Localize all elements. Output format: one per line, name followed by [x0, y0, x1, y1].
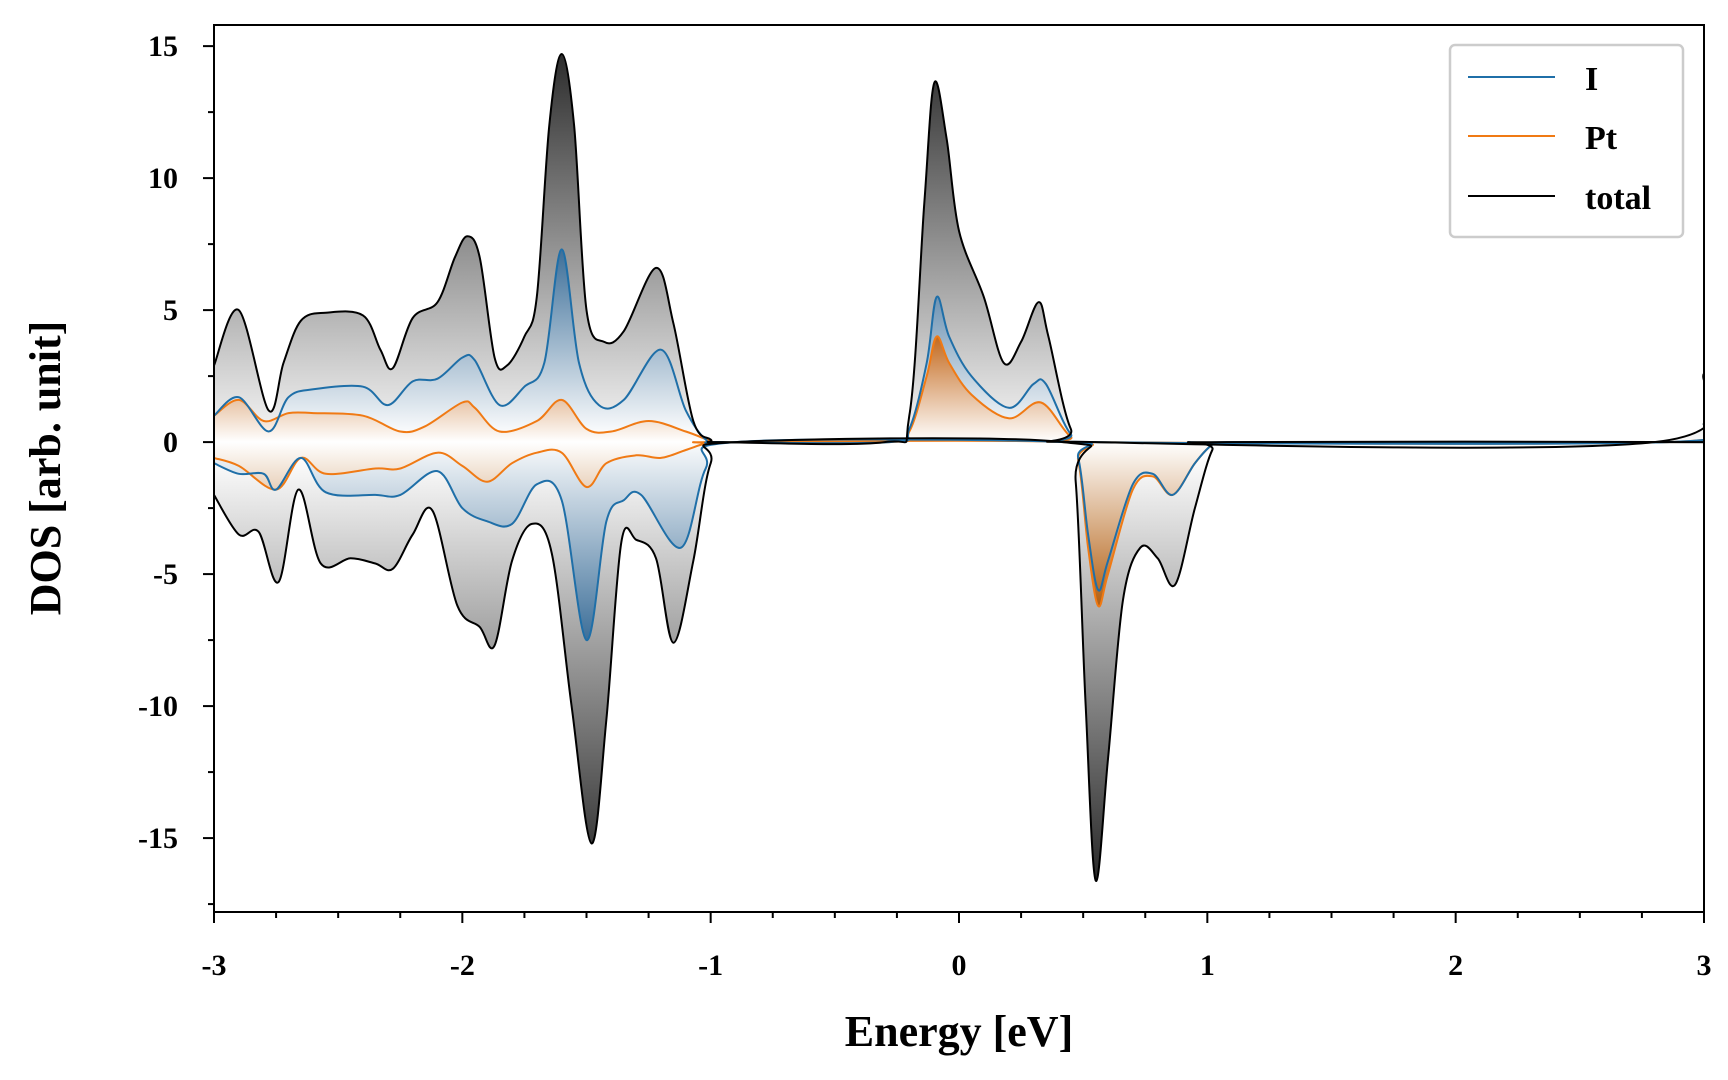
legend-label-pt: Pt	[1585, 120, 1618, 157]
line-i-up	[214, 248, 1704, 445]
x-tick-label: -2	[450, 949, 475, 982]
fill-i-down	[214, 439, 1704, 641]
fill-i-up	[214, 249, 1704, 444]
x-tick-label: -1	[698, 949, 723, 982]
legend-box	[1448, 43, 1685, 239]
y-tick-label: 15	[148, 30, 178, 63]
legend-label-total: total	[1585, 180, 1651, 217]
fill-pt-down	[214, 440, 1704, 607]
x-tick-label: -3	[202, 949, 227, 982]
dos-fills	[214, 54, 1704, 881]
y-tick-label: 0	[163, 426, 178, 459]
plot-frame	[213, 24, 1705, 913]
y-tick-label: 5	[163, 294, 178, 327]
y-tick-label: -15	[138, 822, 178, 855]
fill-pt-up	[214, 336, 1704, 444]
x-axis: -3 -2 -1 0 1 2 3	[202, 912, 1712, 982]
legend-label-i: I	[1585, 61, 1598, 98]
y-tick-label: -5	[153, 558, 178, 591]
line-total-down	[214, 437, 1704, 882]
x-tick-label: 3	[1697, 949, 1712, 982]
fill-total-down	[214, 438, 1704, 881]
y-tick-label: -10	[138, 690, 178, 723]
legend: I Pt total	[1448, 43, 1685, 239]
x-tick-label: 1	[1200, 949, 1215, 982]
x-tick-label: 0	[952, 949, 967, 982]
y-tick-label: 10	[148, 162, 178, 195]
line-total-up	[214, 52, 1704, 449]
fill-total-up	[214, 54, 1704, 448]
y-axis-title: DOS [arb. unit]	[21, 321, 70, 616]
x-axis-title: Energy [eV]	[845, 1007, 1074, 1056]
x-tick-label: 2	[1448, 949, 1463, 982]
dos-lines	[214, 52, 1704, 882]
y-axis: -15 -10 -5 0 5 10 15	[138, 30, 214, 906]
line-i-down	[214, 438, 1704, 642]
